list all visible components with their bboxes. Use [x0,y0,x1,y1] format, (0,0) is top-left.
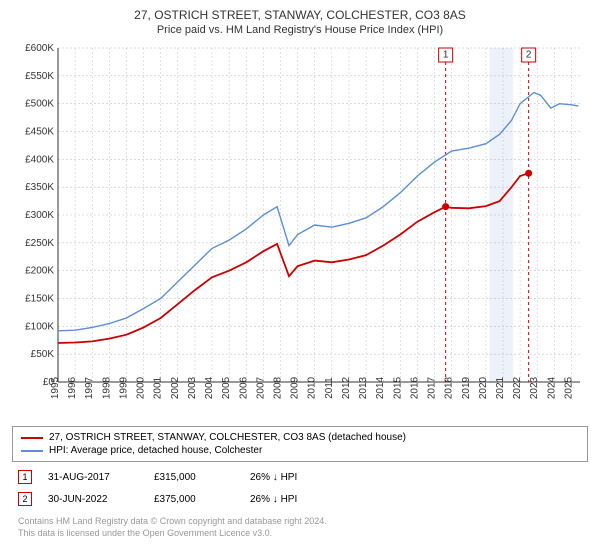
legend-item: 27, OSTRICH STREET, STANWAY, COLCHESTER,… [21,431,579,444]
svg-text:2024: 2024 [546,376,557,399]
svg-text:£50K: £50K [31,349,55,360]
svg-text:£500K: £500K [25,99,54,110]
title-sub: Price paid vs. HM Land Registry's House … [12,24,588,36]
svg-text:2009: 2009 [290,376,301,399]
svg-text:£150K: £150K [25,294,54,305]
svg-text:2000: 2000 [136,376,147,399]
svg-text:1995: 1995 [50,376,61,399]
svg-text:£600K: £600K [25,43,54,54]
sale-marker-box: 1 [18,470,32,484]
svg-text:1997: 1997 [84,376,95,399]
svg-text:2012: 2012 [341,376,352,399]
svg-text:£200K: £200K [25,266,54,277]
svg-text:£450K: £450K [25,127,54,138]
svg-text:2005: 2005 [221,376,232,399]
svg-text:2018: 2018 [444,376,455,399]
legend-label: HPI: Average price, detached house, Colc… [49,445,262,456]
sale-marker-number: 1 [22,472,27,482]
footer-line: Contains HM Land Registry data © Crown c… [18,516,588,528]
svg-text:2021: 2021 [495,376,506,399]
legend-item: HPI: Average price, detached house, Colc… [21,444,579,457]
svg-text:2019: 2019 [461,376,472,399]
svg-text:2003: 2003 [187,376,198,399]
title-main: 27, OSTRICH STREET, STANWAY, COLCHESTER,… [12,8,588,22]
svg-text:2006: 2006 [238,376,249,399]
legend-swatch [21,437,43,439]
svg-text:2022: 2022 [512,376,523,399]
sale-price: £375,000 [154,494,234,505]
svg-text:1999: 1999 [118,376,129,399]
title-block: 27, OSTRICH STREET, STANWAY, COLCHESTER,… [12,8,588,36]
chart-container: 27, OSTRICH STREET, STANWAY, COLCHESTER,… [0,0,600,560]
svg-text:2014: 2014 [375,376,386,399]
svg-text:1998: 1998 [101,376,112,399]
svg-text:£250K: £250K [25,238,54,249]
svg-text:2023: 2023 [529,376,540,399]
svg-text:2001: 2001 [153,376,164,399]
sale-date: 30-JUN-2022 [48,494,138,505]
sale-row: 2 30-JUN-2022 £375,000 26% ↓ HPI [18,492,588,506]
chart-area: £0£50K£100K£150K£200K£250K£300K£350K£400… [12,42,588,422]
sale-date: 31-AUG-2017 [48,472,138,483]
svg-text:2004: 2004 [204,376,215,399]
sale-price: £315,000 [154,472,234,483]
legend-label: 27, OSTRICH STREET, STANWAY, COLCHESTER,… [49,432,406,443]
svg-text:2: 2 [526,50,532,61]
svg-text:2013: 2013 [358,376,369,399]
svg-text:£550K: £550K [25,71,54,82]
svg-text:2016: 2016 [409,376,420,399]
svg-text:£300K: £300K [25,210,54,221]
svg-text:2025: 2025 [563,376,574,399]
sale-delta: 26% ↓ HPI [250,494,297,505]
sale-row: 1 31-AUG-2017 £315,000 26% ↓ HPI [18,470,588,484]
svg-text:2017: 2017 [427,376,438,399]
svg-text:£400K: £400K [25,154,54,165]
svg-text:2008: 2008 [272,376,283,399]
svg-text:2010: 2010 [307,376,318,399]
footer-line: This data is licensed under the Open Gov… [18,528,588,540]
legend: 27, OSTRICH STREET, STANWAY, COLCHESTER,… [12,426,588,462]
svg-text:2011: 2011 [324,377,335,399]
legend-swatch [21,450,43,452]
sale-marker-number: 2 [22,494,27,504]
svg-text:1: 1 [443,50,449,61]
sale-delta: 26% ↓ HPI [250,472,297,483]
svg-text:1996: 1996 [67,376,78,399]
svg-text:2007: 2007 [255,376,266,399]
svg-text:2015: 2015 [392,376,403,399]
footer: Contains HM Land Registry data © Crown c… [18,516,588,539]
svg-text:2020: 2020 [478,376,489,399]
sale-marker-box: 2 [18,492,32,506]
svg-text:2002: 2002 [170,376,181,399]
svg-text:£350K: £350K [25,182,54,193]
svg-text:£100K: £100K [25,321,54,332]
line-chart-svg: £0£50K£100K£150K£200K£250K£300K£350K£400… [12,42,588,422]
